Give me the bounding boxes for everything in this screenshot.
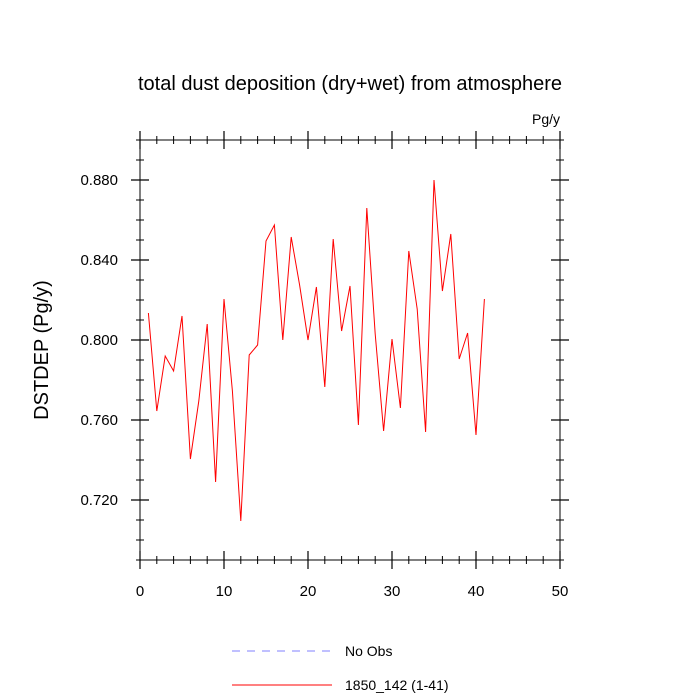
x-tick-label: 30 bbox=[384, 583, 401, 600]
data-point bbox=[458, 358, 460, 360]
data-point bbox=[147, 312, 149, 314]
data-point bbox=[248, 354, 250, 356]
data-point bbox=[273, 224, 275, 226]
data-point bbox=[475, 434, 477, 436]
y-axis-label: DSTDEP (Pg/y) bbox=[31, 280, 53, 420]
x-tick-label: 0 bbox=[136, 583, 144, 600]
data-point bbox=[483, 298, 485, 300]
data-point bbox=[424, 431, 426, 433]
x-tick-label: 40 bbox=[468, 583, 485, 600]
data-point bbox=[189, 458, 191, 460]
data-point bbox=[240, 520, 242, 522]
data-point bbox=[374, 333, 376, 335]
data-point bbox=[433, 179, 435, 181]
y-tick-label: 0.800 bbox=[80, 332, 118, 349]
data-point bbox=[324, 386, 326, 388]
data-point bbox=[441, 290, 443, 292]
data-point bbox=[307, 339, 309, 341]
data-point bbox=[332, 238, 334, 240]
data-point bbox=[450, 233, 452, 235]
data-point bbox=[399, 407, 401, 409]
chart-title: total dust deposition (dry+wet) from atm… bbox=[138, 73, 562, 95]
data-point bbox=[156, 410, 158, 412]
plot-frame bbox=[139, 139, 561, 561]
data-point bbox=[416, 308, 418, 310]
data-point bbox=[315, 286, 317, 288]
data-point bbox=[340, 330, 342, 332]
data-point bbox=[349, 285, 351, 287]
x-tick-label: 20 bbox=[300, 583, 317, 600]
data-point bbox=[206, 323, 208, 325]
y-tick-label: 0.720 bbox=[80, 492, 118, 509]
plot-area bbox=[147, 179, 485, 522]
data-point bbox=[265, 240, 267, 242]
data-point bbox=[214, 481, 216, 483]
data-point bbox=[466, 332, 468, 334]
data-point bbox=[198, 400, 200, 402]
data-point bbox=[223, 298, 225, 300]
data-point bbox=[391, 338, 393, 340]
data-point bbox=[357, 424, 359, 426]
data-point bbox=[408, 250, 410, 252]
legend-label: 1850_142 (1-41) bbox=[345, 677, 449, 693]
y-tick-label: 0.760 bbox=[80, 412, 118, 429]
data-point bbox=[290, 236, 292, 238]
data-point bbox=[256, 344, 258, 346]
series-line-1 bbox=[147, 179, 485, 522]
units-label: Pg/y bbox=[532, 111, 560, 127]
legend: No Obs 1850_142 (1-41) bbox=[232, 643, 449, 693]
data-point bbox=[298, 284, 300, 286]
x-tick-label: 10 bbox=[216, 583, 233, 600]
data-point bbox=[172, 370, 174, 372]
y-tick-label: 0.840 bbox=[80, 252, 118, 269]
x-tick-label: 50 bbox=[552, 583, 569, 600]
y-tick-label: 0.880 bbox=[80, 172, 118, 189]
data-point bbox=[382, 430, 384, 432]
data-point bbox=[282, 339, 284, 341]
legend-label: No Obs bbox=[345, 643, 392, 659]
data-point bbox=[366, 207, 368, 209]
data-point bbox=[181, 315, 183, 317]
data-point bbox=[231, 390, 233, 392]
data-point bbox=[164, 355, 166, 357]
axis-ticks: 0 10 20 30 40 50 0.720 0.760 0.800 0.840 0.880 bbox=[80, 131, 569, 600]
